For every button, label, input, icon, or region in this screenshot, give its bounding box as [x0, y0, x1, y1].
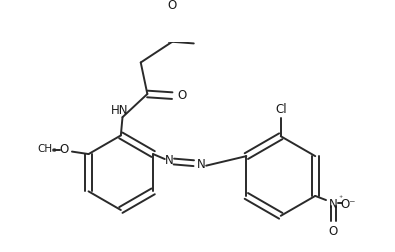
- Text: O: O: [167, 0, 177, 12]
- Text: O: O: [59, 143, 68, 155]
- Text: CH₃: CH₃: [38, 144, 57, 154]
- Text: N: N: [166, 154, 174, 167]
- Text: N: N: [197, 158, 205, 171]
- Text: ⁺: ⁺: [338, 194, 342, 203]
- Text: O: O: [329, 225, 338, 238]
- Text: Cl: Cl: [275, 103, 287, 116]
- Text: O⁻: O⁻: [340, 198, 356, 211]
- Text: O: O: [177, 89, 187, 102]
- Text: N: N: [329, 198, 338, 211]
- Text: HN: HN: [111, 104, 128, 117]
